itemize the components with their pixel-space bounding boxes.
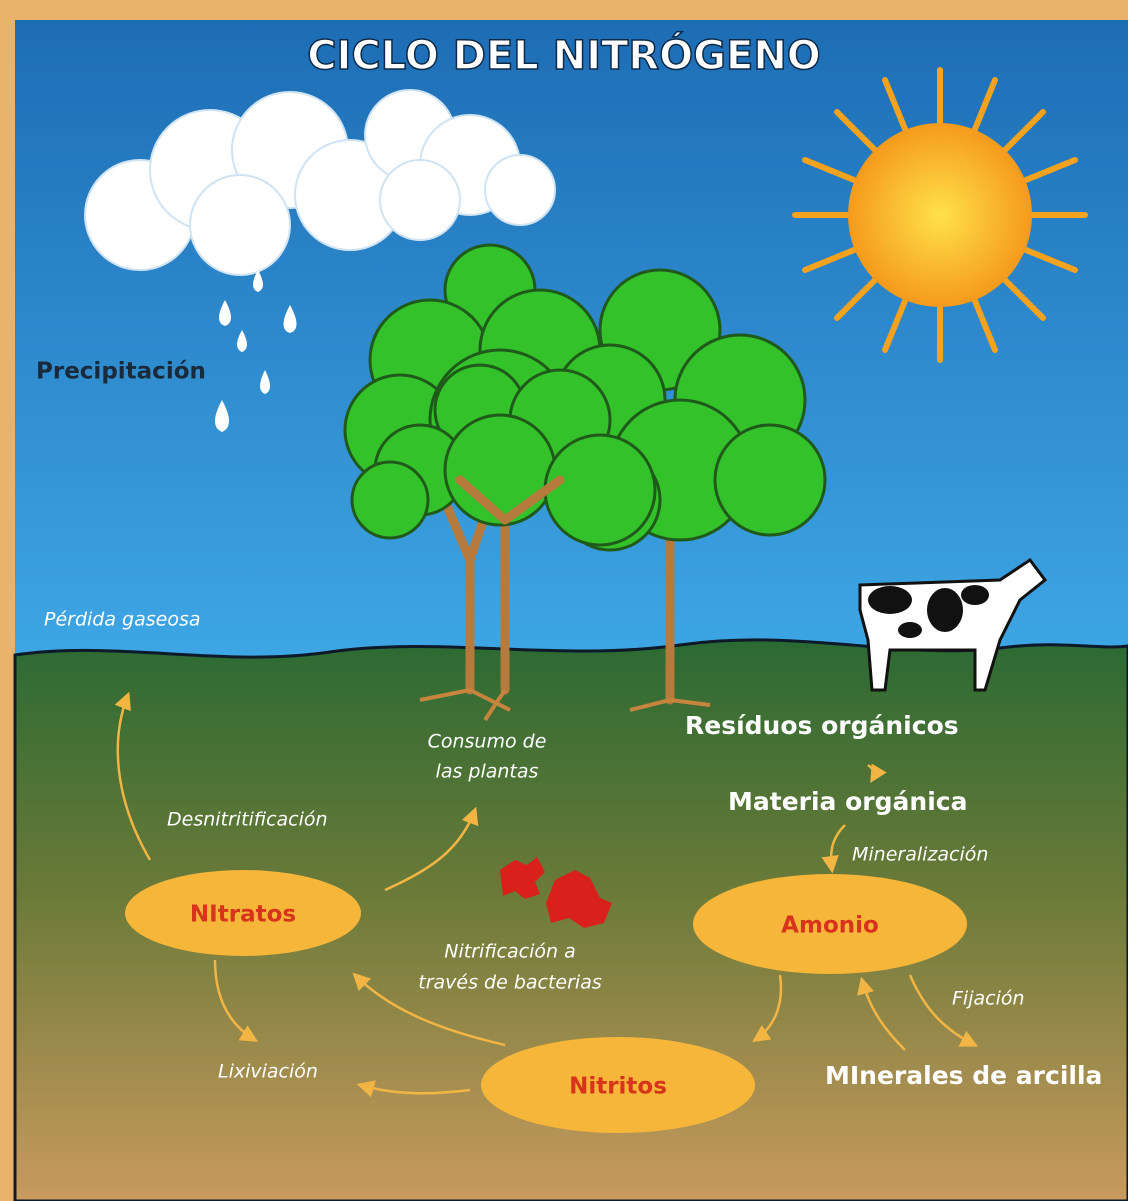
label: Nitrificación a <box>444 941 575 963</box>
diagram: CICLO DEL NITRÓGENO Precipitación Pérdid… <box>0 0 1128 1201</box>
label: Fijación <box>952 988 1025 1010</box>
label: Precipitación <box>36 359 206 385</box>
label: Mineralización <box>852 844 988 866</box>
node-label: Nitritos <box>569 1074 667 1100</box>
title: CICLO DEL NITRÓGENO <box>307 31 821 79</box>
label: Consumo de <box>428 731 547 753</box>
label: través de bacterias <box>418 972 602 994</box>
node-label: Amonio <box>781 913 879 939</box>
label: las plantas <box>436 761 539 783</box>
sun <box>795 70 1085 360</box>
label: Pérdida gaseosa <box>44 609 201 631</box>
node-label: NItratos <box>190 902 296 928</box>
label: Materia orgánica <box>728 787 967 816</box>
label: MInerales de arcilla <box>825 1061 1102 1090</box>
label: Resíduos orgánicos <box>685 711 959 740</box>
label: Desnitritificación <box>167 809 328 831</box>
label: Lixiviación <box>218 1061 318 1083</box>
